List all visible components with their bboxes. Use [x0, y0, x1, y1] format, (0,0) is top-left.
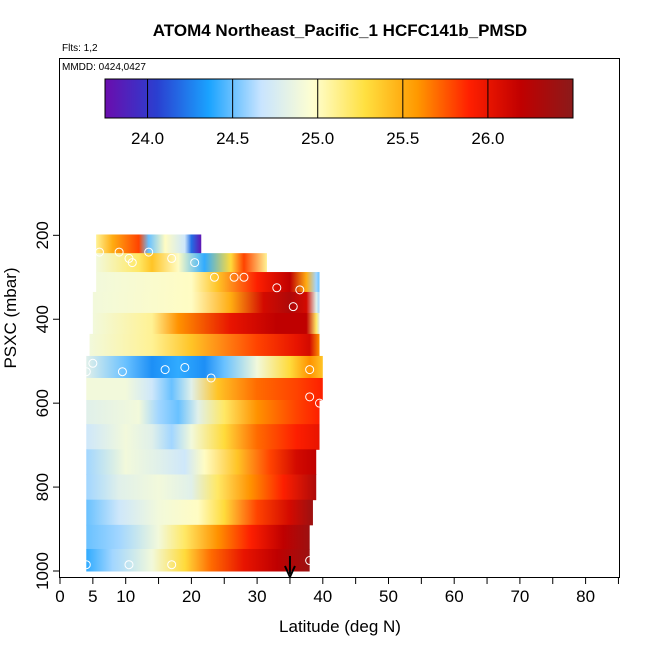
sample-point	[305, 556, 315, 566]
sample-point	[239, 272, 249, 282]
x-axis-label: Latitude (deg N)	[279, 617, 401, 636]
colorbar-gradient	[104, 78, 574, 119]
sample-point	[229, 272, 239, 282]
x-tick-label: 70	[510, 587, 529, 606]
latitude-arrow-marker	[284, 556, 296, 580]
heatmap-layer	[86, 424, 320, 450]
x-tick-label: 30	[248, 587, 267, 606]
sample-point	[206, 373, 216, 383]
sample-point	[167, 560, 177, 570]
sample-point	[190, 258, 200, 268]
date-label: MMDD: 0424,0427	[62, 62, 146, 73]
sample-point	[114, 247, 124, 257]
colorbar-tick-label: 25.5	[386, 129, 419, 148]
y-tick-label: 1000	[33, 552, 52, 590]
sample-point	[315, 398, 325, 408]
sample-point	[305, 392, 315, 402]
colorbar: 24.0 24.5 25.0 25.5 26.0	[104, 78, 574, 148]
heatmap-layer	[86, 474, 317, 501]
x-tick-label: 80	[576, 587, 595, 606]
heatmap-layer	[92, 312, 320, 335]
sample-point	[81, 367, 91, 377]
sample-point	[94, 247, 104, 257]
colorbar-tick-label: 24.0	[131, 129, 164, 148]
heatmap-layer	[86, 449, 317, 475]
sample-point	[127, 258, 137, 268]
sample-point	[295, 285, 305, 295]
sample-point	[288, 302, 298, 312]
chart-title: ATOM4 Northeast_Pacific_1 HCFC141b_PMSD	[153, 21, 527, 40]
sample-point	[209, 272, 219, 282]
y-axis-label: PSXC (mbar)	[1, 267, 20, 368]
sample-point	[117, 367, 127, 377]
sample-point	[180, 362, 190, 372]
heatmap-layer	[86, 499, 313, 526]
sample-point	[272, 283, 282, 293]
heatmap-layer	[86, 377, 323, 401]
x-tick-label: 5	[88, 587, 97, 606]
colorbar-tick-label: 26.0	[471, 129, 504, 148]
x-axis: 0 5 10 20 30 40 50 60 70 80	[55, 578, 619, 606]
sample-point	[81, 560, 91, 570]
sample-point	[88, 358, 98, 368]
plot-frame	[59, 58, 620, 578]
sample-point	[167, 253, 177, 263]
x-tick-label: 50	[379, 587, 398, 606]
y-tick-label: 200	[33, 221, 52, 249]
sample-point	[160, 365, 170, 375]
x-tick-label: 0	[55, 587, 64, 606]
x-tick-label: 20	[182, 587, 201, 606]
sample-point	[144, 247, 154, 257]
colorbar-tick-label: 25.0	[301, 129, 334, 148]
y-axis: 200 400 600 800 1000	[33, 221, 60, 590]
heatmap-layer	[86, 400, 320, 425]
heatmap-layer	[86, 355, 323, 379]
colorbar-tick-label: 24.5	[216, 129, 249, 148]
heatmap-layer	[86, 548, 310, 572]
heatmap-layer	[96, 234, 202, 254]
heatmap-layer	[96, 253, 267, 273]
sample-point	[305, 365, 315, 375]
sample-points	[81, 247, 325, 570]
heatmap-layers	[86, 234, 323, 572]
heatmap-layer	[92, 291, 320, 314]
sample-point	[124, 560, 134, 570]
y-tick-label: 800	[33, 473, 52, 501]
heatmap-layer	[89, 333, 320, 357]
x-tick-label: 60	[445, 587, 464, 606]
y-tick-label: 600	[33, 389, 52, 417]
heatmap-layer	[86, 524, 310, 550]
x-tick-label: 40	[313, 587, 332, 606]
y-tick-label: 400	[33, 305, 52, 333]
flights-label: Flts: 1,2	[62, 43, 98, 54]
arrow-head	[284, 565, 296, 580]
heatmap-layer	[96, 272, 320, 293]
x-tick-label: 10	[116, 587, 135, 606]
